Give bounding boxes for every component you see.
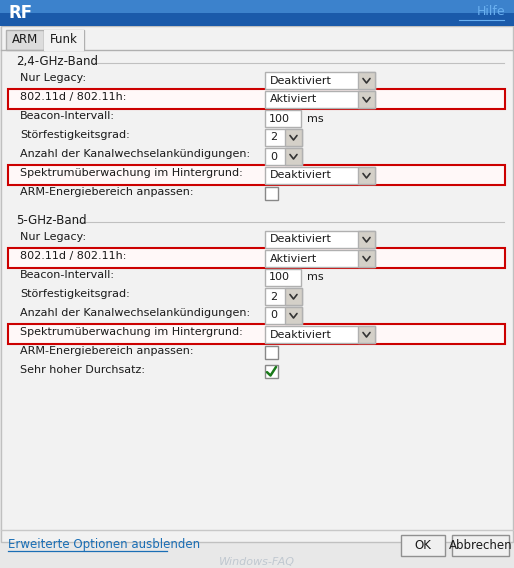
Bar bbox=[265, 167, 375, 184]
Bar bbox=[44, 30, 84, 51]
Text: Störfestigkeitsgrad:: Störfestigkeitsgrad: bbox=[20, 130, 130, 140]
Text: 802.11d / 802.11h:: 802.11d / 802.11h: bbox=[20, 92, 126, 102]
Text: 0: 0 bbox=[270, 152, 277, 161]
Text: ARM: ARM bbox=[12, 33, 38, 46]
Text: Sehr hoher Durchsatz:: Sehr hoher Durchsatz: bbox=[20, 365, 145, 375]
Text: Funk: Funk bbox=[50, 33, 78, 46]
Text: Spektrumüberwachung im Hintergrund:: Spektrumüberwachung im Hintergrund: bbox=[20, 168, 243, 178]
Bar bbox=[265, 346, 278, 359]
Text: Deaktiviert: Deaktiviert bbox=[270, 76, 332, 86]
Bar bbox=[265, 129, 302, 146]
Text: Nur Legacy:: Nur Legacy: bbox=[20, 232, 86, 242]
Bar bbox=[0, 13, 514, 26]
Bar bbox=[358, 72, 375, 89]
Text: 100: 100 bbox=[269, 273, 290, 282]
Bar bbox=[265, 187, 278, 200]
Bar bbox=[401, 535, 445, 556]
Bar bbox=[265, 91, 375, 108]
Bar bbox=[44, 30, 84, 50]
Text: Deaktiviert: Deaktiviert bbox=[270, 170, 332, 181]
Text: 2,4-GHz-Band: 2,4-GHz-Band bbox=[16, 55, 98, 68]
Bar bbox=[265, 326, 375, 343]
Text: 5-GHz-Band: 5-GHz-Band bbox=[16, 214, 87, 227]
Text: ARM-Energiebereich anpassen:: ARM-Energiebereich anpassen: bbox=[20, 346, 193, 356]
Bar bbox=[285, 148, 302, 165]
Bar bbox=[265, 365, 278, 378]
Text: Beacon-Intervall:: Beacon-Intervall: bbox=[20, 111, 115, 121]
Text: Aktiviert: Aktiviert bbox=[270, 253, 317, 264]
Text: Abbrechen: Abbrechen bbox=[449, 539, 512, 552]
Bar bbox=[265, 307, 302, 324]
Text: Spektrumüberwachung im Hintergrund:: Spektrumüberwachung im Hintergrund: bbox=[20, 327, 243, 337]
Bar bbox=[8, 89, 505, 109]
Bar bbox=[8, 165, 505, 185]
Bar bbox=[265, 231, 375, 248]
Text: Deaktiviert: Deaktiviert bbox=[270, 329, 332, 340]
Text: ms: ms bbox=[307, 114, 324, 123]
Bar bbox=[358, 326, 375, 343]
Bar bbox=[265, 269, 301, 286]
Text: ARM-Energiebereich anpassen:: ARM-Energiebereich anpassen: bbox=[20, 187, 193, 197]
Text: 802.11d / 802.11h:: 802.11d / 802.11h: bbox=[20, 251, 126, 261]
Text: Aktiviert: Aktiviert bbox=[270, 94, 317, 105]
Text: RF: RF bbox=[9, 4, 33, 22]
Bar bbox=[265, 148, 302, 165]
Text: 2: 2 bbox=[270, 132, 277, 143]
Text: 100: 100 bbox=[269, 114, 290, 123]
Text: ms: ms bbox=[307, 273, 324, 282]
Text: Beacon-Intervall:: Beacon-Intervall: bbox=[20, 270, 115, 280]
Bar bbox=[265, 288, 302, 305]
Bar bbox=[6, 30, 44, 50]
Bar bbox=[265, 110, 301, 127]
Bar bbox=[358, 231, 375, 248]
Bar bbox=[358, 91, 375, 108]
Text: Anzahl der Kanalwechselankündigungen:: Anzahl der Kanalwechselankündigungen: bbox=[20, 149, 250, 159]
Text: 0: 0 bbox=[270, 311, 277, 320]
Bar bbox=[8, 248, 505, 268]
Text: Nur Legacy:: Nur Legacy: bbox=[20, 73, 86, 83]
Text: Deaktiviert: Deaktiviert bbox=[270, 235, 332, 244]
Bar bbox=[285, 129, 302, 146]
Bar bbox=[358, 250, 375, 267]
Text: Anzahl der Kanalwechselankündigungen:: Anzahl der Kanalwechselankündigungen: bbox=[20, 308, 250, 318]
Bar bbox=[8, 324, 505, 344]
Text: 2: 2 bbox=[270, 291, 277, 302]
Bar bbox=[285, 288, 302, 305]
Text: Erweiterte Optionen ausblenden: Erweiterte Optionen ausblenden bbox=[8, 538, 200, 551]
Bar bbox=[0, 0, 514, 26]
Text: OK: OK bbox=[415, 539, 431, 552]
Text: Hilfe: Hilfe bbox=[476, 5, 505, 18]
Bar bbox=[265, 250, 375, 267]
Text: Störfestigkeitsgrad:: Störfestigkeitsgrad: bbox=[20, 289, 130, 299]
Bar bbox=[452, 535, 509, 556]
Text: Windows-FAQ: Windows-FAQ bbox=[219, 557, 295, 567]
Bar bbox=[265, 72, 375, 89]
Bar bbox=[285, 307, 302, 324]
Bar bbox=[358, 167, 375, 184]
